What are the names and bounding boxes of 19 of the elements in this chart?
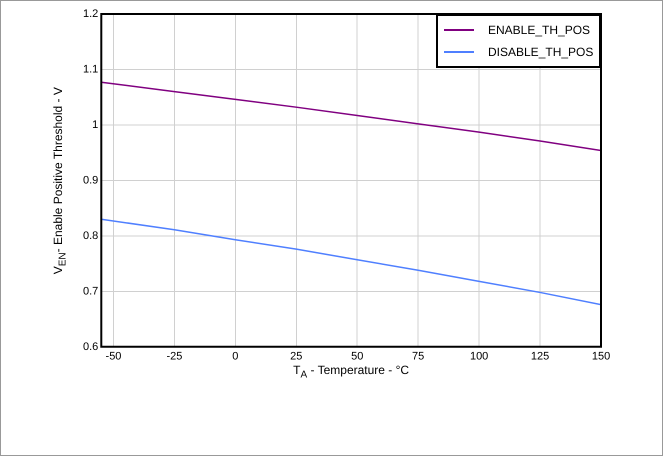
y-tick-label: 1	[92, 118, 98, 131]
x-axis-title: T$_{A}$ - Temperature - °C	[293, 362, 410, 380]
legend-label: ENABLE_TH_POS	[488, 23, 590, 37]
y-tick-label: 0.6	[82, 340, 98, 353]
x-tick-label: 75	[412, 350, 424, 362]
x-tick-label: 25	[290, 350, 302, 362]
x-tick-label: 150	[592, 350, 610, 362]
y-tick-label: 0.8	[82, 230, 98, 242]
legend-label: DISABLE_TH_POS	[488, 45, 594, 59]
x-tick-label: -25	[166, 350, 182, 362]
x-tick-label: -50	[106, 350, 122, 362]
x-tick-label: 0	[232, 350, 238, 362]
x-tick-label: 125	[530, 350, 550, 362]
y-tick-label: 0.7	[82, 285, 98, 298]
y-tick-label: 1.1	[82, 64, 98, 76]
y-tick-label: 0.9	[82, 174, 98, 186]
x-tick-label: 100	[470, 350, 488, 362]
x-tick-label: 50	[351, 350, 364, 362]
y-tick-label: 1.2	[82, 8, 98, 20]
